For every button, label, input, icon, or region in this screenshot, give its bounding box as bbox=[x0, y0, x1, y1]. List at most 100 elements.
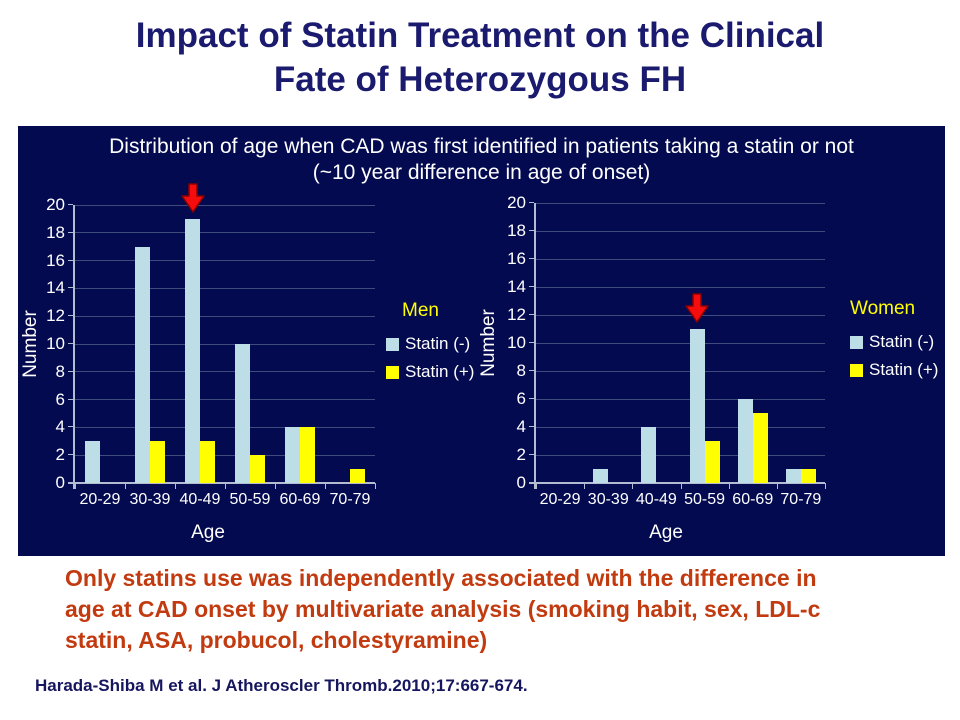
y-tick-6 bbox=[68, 398, 73, 400]
y-tick-label-12: 12 bbox=[46, 306, 65, 326]
y-tick-label-2: 2 bbox=[516, 445, 526, 464]
gridline-20 bbox=[75, 204, 375, 206]
gridline-14 bbox=[75, 287, 375, 289]
gridline-4 bbox=[75, 426, 375, 428]
x-tick-label-30-39: 30-39 bbox=[587, 491, 629, 508]
x-tick-3 bbox=[225, 483, 226, 489]
x-tick-label-60-69: 60-69 bbox=[279, 491, 321, 508]
y-tick-label-14: 14 bbox=[46, 278, 65, 298]
panel-heading: Distribution of age when CAD was first i… bbox=[18, 134, 945, 186]
bar-women-Statin+-60-69 bbox=[752, 413, 768, 483]
y-tick-label-20: 20 bbox=[46, 195, 65, 214]
y-tick-14 bbox=[529, 286, 534, 287]
x-tick-0 bbox=[75, 483, 76, 489]
y-tick-label-2: 2 bbox=[55, 445, 65, 465]
y-tick-8 bbox=[68, 370, 73, 372]
legend-item-Statin-: Statin (-) bbox=[850, 332, 938, 352]
x-tick-0 bbox=[536, 483, 537, 489]
gridline-14 bbox=[536, 286, 825, 288]
bar-women-Statin--40-49 bbox=[641, 427, 657, 483]
x-tick-label-50-59: 50-59 bbox=[229, 491, 271, 508]
conclusion-line-2: age at CAD onset by multivariate analysi… bbox=[65, 596, 821, 622]
y-tick-label-12: 12 bbox=[507, 305, 526, 324]
y-tick-20 bbox=[529, 202, 534, 203]
x-tick-4 bbox=[275, 483, 276, 489]
bar-men-Statin--30-39 bbox=[135, 246, 150, 483]
y-tick-18 bbox=[529, 230, 534, 231]
gridline-12 bbox=[536, 314, 825, 316]
gridline-6 bbox=[75, 399, 375, 401]
legend-swatch-icon bbox=[850, 335, 863, 349]
y-axis-line bbox=[73, 205, 75, 489]
y-tick-label-10: 10 bbox=[46, 334, 65, 353]
y-tick-label-0: 0 bbox=[516, 473, 526, 492]
women-x-axis-title: Age bbox=[649, 522, 683, 543]
bar-men-Statin+-60-69 bbox=[300, 427, 315, 483]
x-axis-line bbox=[68, 482, 375, 484]
y-tick-label-0: 0 bbox=[55, 473, 65, 492]
y-tick-0 bbox=[529, 482, 534, 483]
legend-item-Statin+: Statin (+) bbox=[850, 360, 938, 380]
y-tick-label-10: 10 bbox=[507, 333, 526, 352]
x-tick-6 bbox=[375, 483, 376, 489]
gridline-8 bbox=[536, 370, 825, 372]
x-tick-label-50-59: 50-59 bbox=[684, 491, 726, 508]
y-tick-16 bbox=[529, 258, 534, 259]
y-tick-18 bbox=[68, 231, 73, 233]
x-tick-5 bbox=[776, 483, 778, 489]
legend-item-label: Statin (+) bbox=[869, 360, 939, 379]
y-tick-label-8: 8 bbox=[516, 361, 526, 380]
x-tick-1 bbox=[584, 483, 586, 489]
x-tick-label-40-49: 40-49 bbox=[179, 491, 221, 508]
y-tick-label-16: 16 bbox=[507, 249, 526, 268]
women-y-axis-title: Number bbox=[478, 309, 499, 377]
gridline-16 bbox=[536, 258, 825, 260]
x-tick-2 bbox=[175, 483, 176, 489]
y-tick-label-4: 4 bbox=[55, 417, 65, 437]
bar-men-Statin+-40-49 bbox=[200, 441, 215, 483]
bar-men-Statin+-50-59 bbox=[250, 455, 265, 483]
bar-women-Statin--50-59 bbox=[689, 329, 705, 483]
conclusion-line-1: Only statins use was independently assoc… bbox=[65, 565, 817, 591]
y-tick-12 bbox=[529, 314, 534, 315]
y-tick-label-6: 6 bbox=[516, 389, 526, 408]
bar-men-Statin--20-29 bbox=[85, 441, 100, 483]
y-tick-label-6: 6 bbox=[55, 389, 65, 409]
x-tick-label-70-79: 70-79 bbox=[780, 491, 822, 508]
gridline-10 bbox=[536, 342, 825, 344]
bar-men-Statin+-70-79 bbox=[350, 469, 365, 483]
down-arrow-icon bbox=[685, 293, 709, 323]
men-legend: Men Statin (-) Statin (+) bbox=[386, 300, 474, 382]
gridline-2 bbox=[536, 454, 825, 456]
legend-item-label: Statin (+) bbox=[405, 362, 475, 381]
gridline-2 bbox=[75, 454, 375, 456]
y-tick-14 bbox=[68, 287, 73, 289]
y-tick-6 bbox=[529, 398, 534, 399]
x-tick-label-20-29: 20-29 bbox=[79, 491, 121, 508]
bar-women-Statin--60-69 bbox=[737, 399, 753, 483]
conclusion-line-3: statin, ASA, probucol, cholestyramine) bbox=[65, 627, 488, 653]
x-tick-4 bbox=[728, 483, 730, 489]
gridline-16 bbox=[75, 260, 375, 262]
bar-women-Statin+-50-59 bbox=[704, 441, 720, 483]
y-tick-label-8: 8 bbox=[55, 361, 65, 381]
women-legend-title: Women bbox=[850, 298, 916, 319]
women-legend: Women Statin (-) Statin (+) bbox=[850, 298, 938, 380]
x-tick-label-30-39: 30-39 bbox=[129, 491, 171, 508]
y-tick-4 bbox=[68, 426, 73, 428]
y-tick-10 bbox=[529, 342, 534, 343]
legend-swatch-icon bbox=[850, 363, 863, 377]
legend-item-Statin+: Statin (+) bbox=[386, 362, 474, 382]
bar-men-Statin--40-49 bbox=[185, 218, 200, 483]
y-tick-label-18: 18 bbox=[507, 221, 526, 240]
y-tick-20 bbox=[68, 204, 73, 205]
y-tick-label-14: 14 bbox=[507, 277, 526, 296]
panel-heading-line-2: (~10 year difference in age of onset) bbox=[312, 161, 651, 184]
y-tick-10 bbox=[68, 343, 73, 344]
legend-item-label: Statin (-) bbox=[869, 332, 935, 351]
men-x-axis-title: Age bbox=[191, 522, 225, 543]
x-tick-label-40-49: 40-49 bbox=[635, 491, 677, 508]
y-tick-label-20: 20 bbox=[507, 193, 526, 212]
legend-swatch-icon bbox=[386, 337, 399, 351]
